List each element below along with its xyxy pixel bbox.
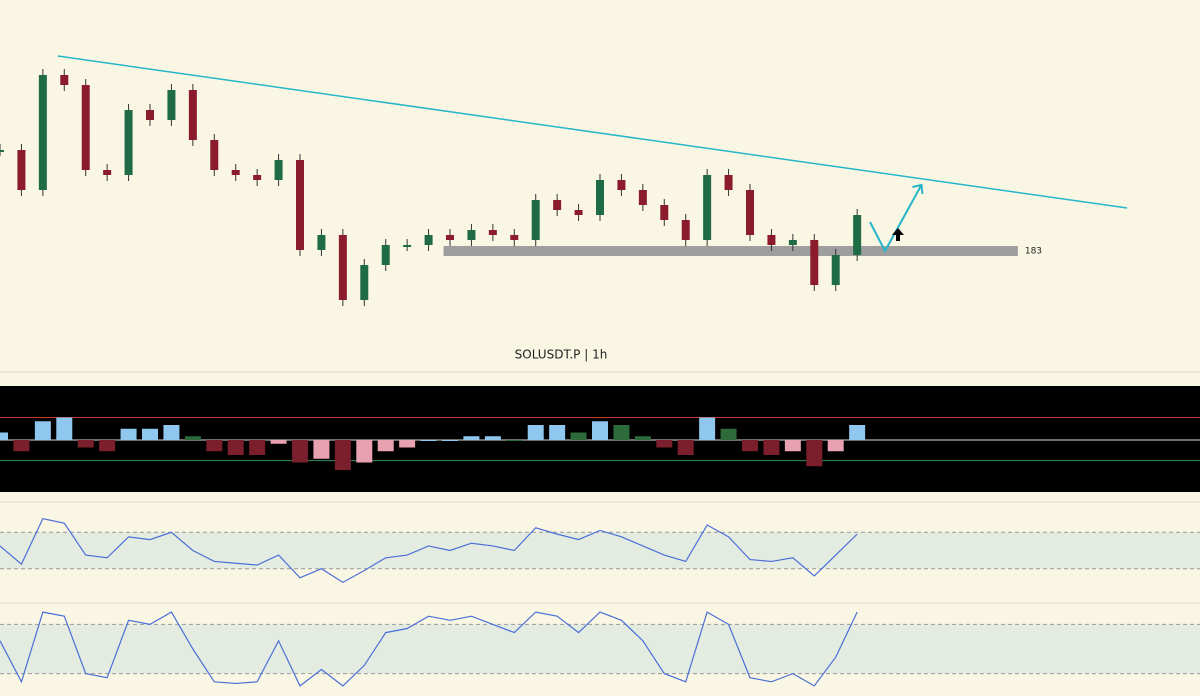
histogram-bar xyxy=(506,440,523,441)
candle xyxy=(81,85,90,170)
candle xyxy=(531,200,540,240)
histogram-bar xyxy=(227,440,244,455)
histogram-bar xyxy=(292,440,308,463)
histogram-bar xyxy=(356,440,373,463)
candle xyxy=(253,175,262,180)
candle xyxy=(746,190,754,235)
histogram-bar xyxy=(634,436,651,440)
candle xyxy=(146,110,154,120)
chart-title: SOLUSDT.P | 1h xyxy=(515,348,608,362)
histogram-bar xyxy=(163,425,180,440)
histogram-bar xyxy=(527,425,544,440)
support-zone xyxy=(443,246,1018,256)
candle xyxy=(124,110,133,175)
candle xyxy=(0,150,4,152)
histogram-bar xyxy=(13,440,30,452)
arrow-head xyxy=(912,183,924,195)
candle xyxy=(553,200,562,210)
candle xyxy=(510,235,519,240)
histogram-bar xyxy=(206,440,223,452)
candle xyxy=(381,245,390,265)
histogram-bar xyxy=(613,425,630,440)
candle xyxy=(274,160,283,180)
indicator-line xyxy=(0,611,858,687)
candle xyxy=(596,180,604,215)
candle xyxy=(853,215,862,255)
histogram-bar xyxy=(56,417,73,440)
candle xyxy=(424,235,433,245)
histogram-bar xyxy=(784,440,801,452)
histogram-bar xyxy=(463,436,480,440)
candle xyxy=(574,210,583,215)
band xyxy=(0,532,1200,569)
candle xyxy=(188,90,197,140)
histogram-bar xyxy=(184,436,201,440)
candle xyxy=(360,265,369,300)
histogram-bar xyxy=(142,428,158,440)
candle xyxy=(446,235,454,240)
candle xyxy=(703,175,712,240)
candle xyxy=(317,235,326,250)
candle xyxy=(38,75,47,190)
histogram-bar xyxy=(334,440,351,470)
histogram-bar xyxy=(120,428,137,440)
projection-arrow xyxy=(869,184,923,254)
histogram-bar xyxy=(720,428,737,440)
histogram-bar xyxy=(377,440,394,452)
histogram-bar xyxy=(827,440,844,452)
up-icon xyxy=(892,228,904,241)
candle xyxy=(767,235,776,245)
histogram-bar xyxy=(677,440,694,455)
histogram-bar xyxy=(570,432,587,440)
histogram-bar xyxy=(484,436,501,440)
candle xyxy=(403,245,412,247)
candle xyxy=(617,180,626,190)
histogram-bar xyxy=(763,440,780,455)
candle xyxy=(210,140,219,170)
candle xyxy=(338,235,347,300)
indicator-line xyxy=(0,517,858,584)
candle xyxy=(296,160,304,250)
candle xyxy=(660,205,669,220)
trendline xyxy=(57,55,1128,209)
candle xyxy=(60,75,69,85)
candle xyxy=(467,230,476,240)
histogram-bar xyxy=(442,440,458,441)
candle xyxy=(831,255,840,285)
histogram-bar xyxy=(849,425,866,440)
histogram-bar xyxy=(34,421,51,440)
candle xyxy=(17,150,26,190)
candle xyxy=(638,190,647,205)
histogram-bar xyxy=(806,440,823,467)
histogram-bar xyxy=(656,440,673,448)
histogram-bar xyxy=(592,421,608,440)
candle xyxy=(724,175,733,190)
candle xyxy=(103,170,112,175)
histogram-bar xyxy=(0,432,8,440)
candle xyxy=(488,230,497,235)
histogram-bar xyxy=(313,440,330,459)
band xyxy=(0,624,1200,674)
histogram-bar xyxy=(99,440,116,452)
histogram-bar xyxy=(420,440,437,441)
candle xyxy=(788,240,797,245)
candle xyxy=(167,90,176,120)
candle xyxy=(231,170,240,175)
histogram-bar xyxy=(270,440,287,444)
histogram-bar xyxy=(549,425,566,440)
level-label: 183 xyxy=(1025,247,1042,257)
histogram-bar xyxy=(249,440,266,455)
histogram-bar xyxy=(699,417,716,440)
candle xyxy=(810,240,819,285)
histogram-bar xyxy=(77,440,94,448)
candle xyxy=(681,220,690,240)
histogram-bar xyxy=(399,440,416,448)
histogram-bar xyxy=(742,440,758,452)
